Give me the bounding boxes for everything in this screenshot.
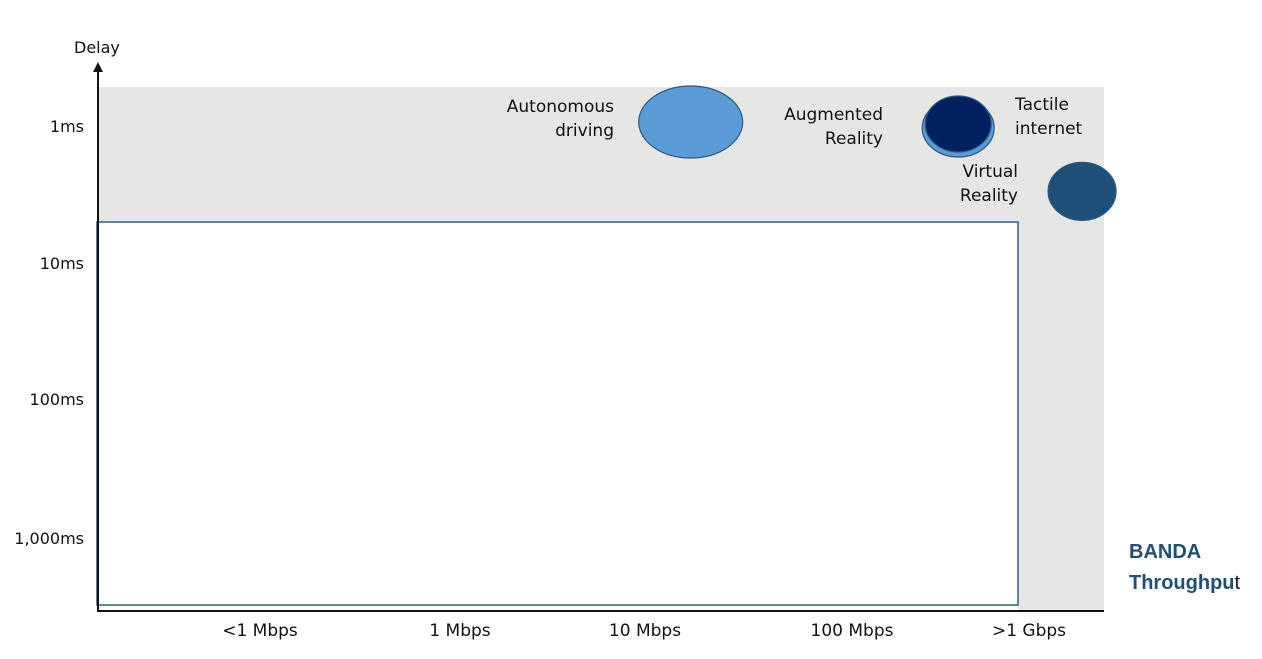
y-tick-labels: 1ms 10ms 100ms 1,000ms — [14, 117, 84, 548]
bubble-point — [1047, 161, 1117, 221]
side-label-throughput-main: Throughpu — [1129, 572, 1235, 594]
bubble-label: Augmented Reality — [784, 105, 883, 149]
bubble-labels: Autonomous driving Augmented Reality Tactile… — [507, 95, 1083, 206]
x-tick-label: 1 Mbps — [429, 621, 490, 641]
side-label-throughput-tail: t — [1234, 572, 1241, 594]
y-tick-label: 100ms — [30, 390, 84, 409]
x-tick-label: <1 Mbps — [222, 621, 298, 641]
bubble-point — [638, 85, 744, 159]
bubble-label: Autonomous driving — [507, 97, 614, 141]
x-tick-label: 10 Mbps — [609, 621, 681, 641]
y-tick-label: 10ms — [40, 254, 84, 273]
y-tick-label: 1ms — [50, 117, 84, 136]
x-tick-label: 100 Mbps — [811, 621, 894, 641]
side-label-banda: BANDA — [1129, 541, 1202, 563]
inner-panel — [96, 221, 1019, 606]
side-label-throughput: Throughput — [1129, 572, 1240, 595]
bubbles — [638, 85, 1117, 221]
y-axis-label: Delay — [74, 38, 120, 57]
bubble-point — [924, 95, 992, 153]
y-axis-arrow — [93, 62, 103, 72]
y-tick-label: 1,000ms — [14, 529, 84, 548]
bubble-label: Tactile internet — [1014, 95, 1083, 139]
x-tick-labels: <1 Mbps 1 Mbps 10 Mbps 100 Mbps >1 Gbps — [222, 621, 1066, 641]
bubble-label: Virtual Reality — [960, 162, 1018, 206]
x-tick-label: >1 Gbps — [992, 621, 1066, 641]
